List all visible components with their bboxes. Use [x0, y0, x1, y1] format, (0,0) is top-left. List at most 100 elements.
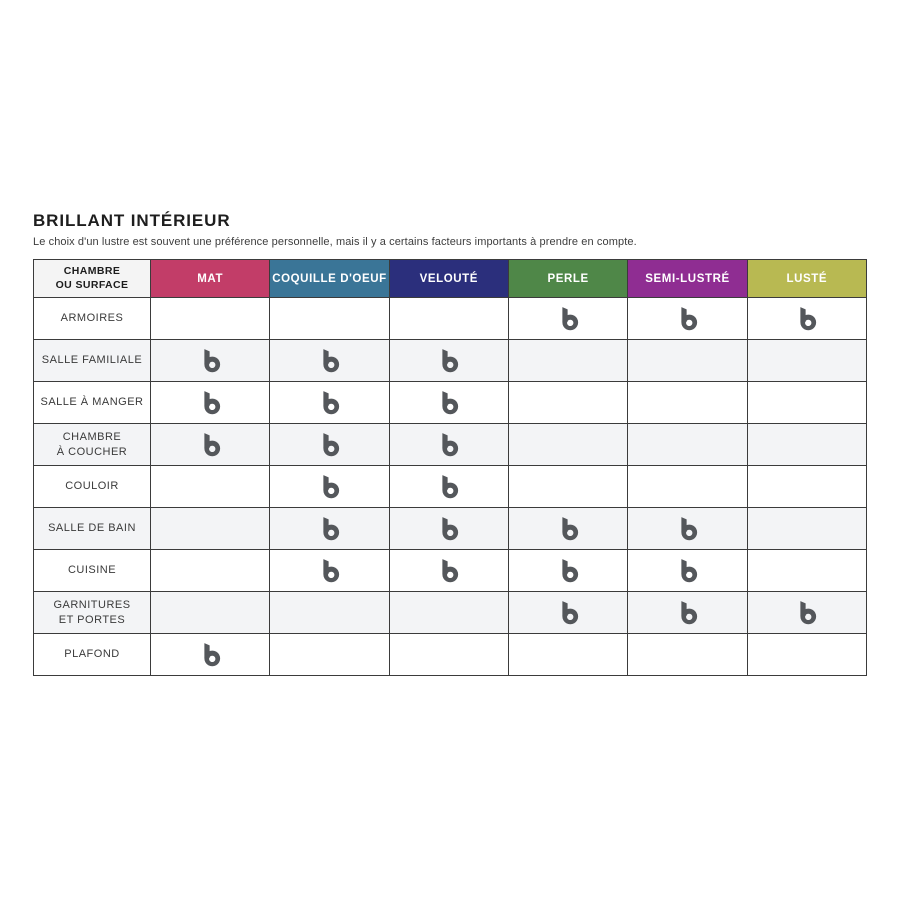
cell-salle-familiale-lust: [747, 340, 867, 382]
check-b-icon: [200, 389, 221, 416]
cell-garnitures-et-portes-velout: [389, 592, 509, 634]
check-b-icon: [200, 347, 221, 374]
cell-salle-manger-mat: [151, 382, 271, 424]
page-content: BRILLANT INTÉRIEUR Le choix d'un lustre …: [33, 211, 867, 676]
check-b-icon: [200, 431, 221, 458]
corner-header: CHAMBRE OU SURFACE: [34, 260, 151, 298]
row-label-chambre-coucher: CHAMBRE À COUCHER: [34, 424, 151, 466]
cell-salle-de-bain-lust: [747, 508, 867, 550]
cell-salle-manger-lust: [747, 382, 867, 424]
cell-chambre-coucher-velout: [389, 424, 509, 466]
check-b-icon: [319, 515, 340, 542]
page-subtitle: Le choix d'un lustre est souvent une pré…: [33, 236, 637, 248]
column-header-velout: VELOUTÉ: [389, 260, 509, 298]
row-label-armoires: ARMOIRES: [34, 298, 151, 340]
cell-couloir-lust: [747, 466, 867, 508]
check-b-icon: [558, 305, 579, 332]
cell-salle-familiale-mat: [151, 340, 271, 382]
check-b-icon: [319, 431, 340, 458]
cell-cuisine-coquille-d-oeuf: [270, 550, 390, 592]
cell-armoires-coquille-d-oeuf: [270, 298, 390, 340]
cell-chambre-coucher-perle: [509, 424, 629, 466]
check-b-icon: [438, 431, 459, 458]
row-label-salle-manger: SALLE À MANGER: [34, 382, 151, 424]
row-label-salle-familiale: SALLE FAMILIALE: [34, 340, 151, 382]
cell-armoires-mat: [151, 298, 271, 340]
cell-cuisine-perle: [509, 550, 629, 592]
cell-salle-de-bain-mat: [151, 508, 271, 550]
check-b-icon: [200, 641, 221, 668]
cell-armoires-lust: [747, 298, 867, 340]
cell-garnitures-et-portes-coquille-d-oeuf: [270, 592, 390, 634]
cell-couloir-perle: [509, 466, 629, 508]
cell-couloir-semi-lustr: [628, 466, 748, 508]
row-label-cuisine: CUISINE: [34, 550, 151, 592]
check-b-icon: [438, 347, 459, 374]
check-b-icon: [438, 515, 459, 542]
cell-armoires-velout: [389, 298, 509, 340]
cell-salle-familiale-velout: [389, 340, 509, 382]
check-b-icon: [558, 599, 579, 626]
row-label-plafond: PLAFOND: [34, 634, 151, 676]
cell-cuisine-mat: [151, 550, 271, 592]
cell-cuisine-semi-lustr: [628, 550, 748, 592]
sheen-table: CHAMBRE OU SURFACE MAT COQUILLE D'OEUF VELO…: [33, 259, 867, 676]
check-b-icon: [796, 305, 817, 332]
cell-couloir-mat: [151, 466, 271, 508]
check-b-icon: [796, 599, 817, 626]
column-header-perle: PERLE: [509, 260, 629, 298]
cell-armoires-perle: [509, 298, 629, 340]
cell-salle-manger-semi-lustr: [628, 382, 748, 424]
cell-cuisine-velout: [389, 550, 509, 592]
cell-salle-de-bain-perle: [509, 508, 629, 550]
cell-armoires-semi-lustr: [628, 298, 748, 340]
cell-cuisine-lust: [747, 550, 867, 592]
check-b-icon: [677, 305, 698, 332]
check-b-icon: [438, 473, 459, 500]
column-header-semi-lustr: SEMI-LUSTRÉ: [628, 260, 748, 298]
column-header-lust: LUSTÉ: [747, 260, 867, 298]
cell-salle-de-bain-semi-lustr: [628, 508, 748, 550]
cell-garnitures-et-portes-semi-lustr: [628, 592, 748, 634]
column-header-mat: MAT: [151, 260, 271, 298]
check-b-icon: [677, 599, 698, 626]
column-header-coquille-d-oeuf: COQUILLE D'OEUF: [270, 260, 390, 298]
cell-salle-familiale-coquille-d-oeuf: [270, 340, 390, 382]
check-b-icon: [558, 557, 579, 584]
cell-couloir-coquille-d-oeuf: [270, 466, 390, 508]
cell-plafond-mat: [151, 634, 271, 676]
check-b-icon: [319, 347, 340, 374]
check-b-icon: [677, 515, 698, 542]
cell-salle-de-bain-coquille-d-oeuf: [270, 508, 390, 550]
cell-garnitures-et-portes-lust: [747, 592, 867, 634]
cell-salle-manger-perle: [509, 382, 629, 424]
cell-plafond-perle: [509, 634, 629, 676]
cell-plafond-velout: [389, 634, 509, 676]
cell-plafond-semi-lustr: [628, 634, 748, 676]
cell-salle-manger-coquille-d-oeuf: [270, 382, 390, 424]
cell-garnitures-et-portes-mat: [151, 592, 271, 634]
cell-chambre-coucher-coquille-d-oeuf: [270, 424, 390, 466]
check-b-icon: [438, 557, 459, 584]
cell-plafond-lust: [747, 634, 867, 676]
check-b-icon: [438, 389, 459, 416]
row-label-garnitures-et-portes: GARNITURES ET PORTES: [34, 592, 151, 634]
row-label-couloir: COULOIR: [34, 466, 151, 508]
cell-salle-de-bain-velout: [389, 508, 509, 550]
check-b-icon: [558, 515, 579, 542]
cell-couloir-velout: [389, 466, 509, 508]
cell-chambre-coucher-lust: [747, 424, 867, 466]
check-b-icon: [677, 557, 698, 584]
cell-chambre-coucher-mat: [151, 424, 271, 466]
check-b-icon: [319, 389, 340, 416]
cell-salle-manger-velout: [389, 382, 509, 424]
cell-garnitures-et-portes-perle: [509, 592, 629, 634]
cell-plafond-coquille-d-oeuf: [270, 634, 390, 676]
page-title: BRILLANT INTÉRIEUR: [33, 211, 231, 230]
check-b-icon: [319, 473, 340, 500]
cell-salle-familiale-perle: [509, 340, 629, 382]
cell-chambre-coucher-semi-lustr: [628, 424, 748, 466]
row-label-salle-de-bain: SALLE DE BAIN: [34, 508, 151, 550]
check-b-icon: [319, 557, 340, 584]
cell-salle-familiale-semi-lustr: [628, 340, 748, 382]
